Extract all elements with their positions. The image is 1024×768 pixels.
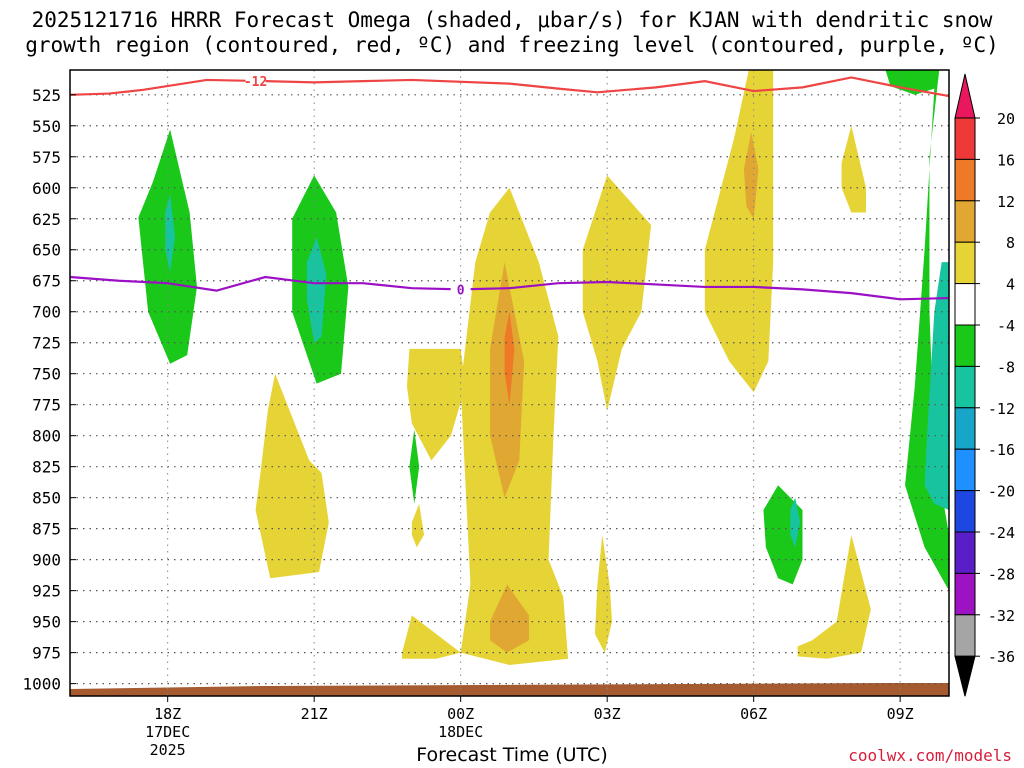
colorbar-segment [954,572,976,616]
omega-region-6 [406,348,466,461]
contour-line-0 [69,76,950,98]
colorbar-segment [954,490,976,533]
colorbar-label: 20 [997,110,1015,128]
omega-region-7 [411,503,425,548]
x-tick-date: 17DEC [145,723,190,741]
colorbar-top-arrow [954,73,976,119]
colorbar-label: -36 [988,648,1015,666]
colorbar-label: -8 [997,358,1015,376]
colorbar-segment [954,241,976,285]
colorbar-segment [954,158,976,202]
omega-region-15 [704,70,774,393]
omega-region-18 [790,497,801,548]
x-tick-date: 18DEC [438,723,483,741]
x-tick-label: 21Z [301,705,328,723]
colorbar-label: 8 [1006,234,1015,252]
y-tick-label: 850 [32,489,61,508]
credit-link[interactable]: coolwx.com/models [848,746,1012,765]
y-tick-label: 825 [32,458,61,477]
colorbar-label: -28 [988,565,1015,583]
y-tick-label: 675 [32,272,61,291]
colorbar-label: 4 [1006,276,1015,294]
colorbar-label: -24 [988,524,1015,542]
contour-label: 0 [457,283,465,298]
omega-region-5 [255,373,329,579]
colorbar-segment [954,283,976,326]
colorbar-label: -4 [997,317,1015,335]
y-tick-label: 600 [32,179,61,198]
y-tick-label: 550 [32,117,61,136]
contour-label: -12 [244,75,267,90]
chart-title-line2: growth region (contoured, red, ºC) and f… [25,33,999,57]
y-tick-label: 575 [32,148,61,167]
y-tick-label: 775 [32,396,61,415]
y-tick-label: 1000 [22,675,61,694]
omega-region-4 [409,429,420,504]
omega-region-11 [489,584,530,653]
colorbar-label: 16 [997,151,1015,169]
colorbar-segment [954,448,976,492]
colorbar-label: -32 [988,607,1015,625]
colorbar-label: 12 [997,193,1015,211]
x-tick-label: 09Z [887,705,914,723]
y-tick-label: 875 [32,520,61,539]
omega-region-20 [797,534,871,659]
omega-region-19 [841,125,866,213]
x-tick-label: 00Z [447,705,474,723]
y-tick-label: 900 [32,551,61,570]
y-tick-label: 525 [32,86,61,105]
colorbar-bottom-arrow [954,655,976,697]
x-tick-label: 06Z [740,705,767,723]
x-axis-label: Forecast Time (UTC) [416,744,608,766]
terrain-surface [70,683,949,696]
colorbar-segment [954,117,976,160]
y-tick-label: 975 [32,644,61,663]
omega-region-8 [402,615,461,659]
colorbar-segment [954,407,976,450]
y-tick-label: 625 [32,210,61,229]
colorbar-label: -12 [988,400,1015,418]
colorbar-segment [954,365,976,409]
y-tick-label: 950 [32,613,61,632]
contour-label-bg [245,72,266,88]
y-tick-label: 925 [32,582,61,601]
colorbar-segment [954,531,976,574]
omega-region-12 [504,311,515,405]
x-tick-year: 2025 [150,741,186,759]
y-tick-label: 700 [32,303,61,322]
contour-label-bg [450,281,471,297]
x-tick-label: 03Z [594,705,621,723]
omega-region-22 [924,262,949,511]
colorbar-label: -20 [988,483,1015,501]
colorbar-segment [954,614,976,657]
y-tick-label: 650 [32,241,61,260]
omega-region-16 [743,131,759,219]
omega-region-13 [582,175,652,411]
contour-line-1 [69,275,950,301]
y-tick-label: 725 [32,334,61,353]
y-tick-label: 800 [32,427,61,446]
colorbar-segment [954,324,976,367]
omega-region-3 [306,237,327,343]
omega-region-14 [594,534,613,653]
plot-frame [69,69,950,697]
colorbar-label: -16 [988,441,1015,459]
colorbar-segment [954,200,976,243]
chart-title-line1: 2025121716 HRRR Forecast Omega (shaded, … [31,8,993,32]
y-tick-label: 750 [32,365,61,384]
x-tick-label: 18Z [154,705,181,723]
